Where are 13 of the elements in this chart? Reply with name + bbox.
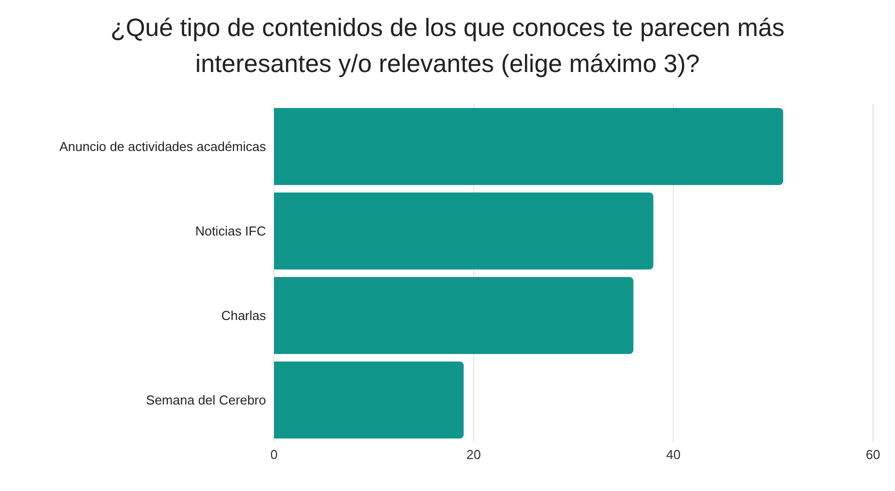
- bar: [274, 277, 634, 354]
- bar: [274, 362, 464, 438]
- x-tick-label: 20: [466, 447, 481, 462]
- chart-title: ¿Qué tipo de contenidos de los que conoces te parecen más interesantes y/o relevantes (elige máximo 3)?: [109, 13, 786, 80]
- y-tick-label: Noticias IFC: [195, 223, 266, 238]
- y-tick-label: Anuncio de actividades académicas: [59, 138, 266, 154]
- y-tick-label: Semana del Cerebro: [146, 392, 266, 408]
- y-tick-label: Charlas: [221, 308, 266, 323]
- bar: [274, 108, 784, 185]
- bar: [274, 192, 654, 270]
- x-tick-label: 40: [666, 447, 681, 462]
- x-tick-label: 0: [270, 447, 278, 462]
- x-tick-label: 60: [866, 447, 880, 462]
